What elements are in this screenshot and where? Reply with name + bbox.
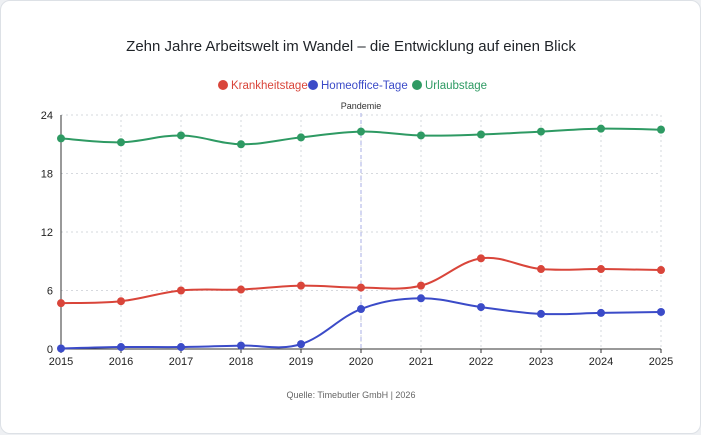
data-point-homeoffice-tage <box>117 343 125 352</box>
data-point-urlaubstage <box>657 125 665 134</box>
legend-marker-homeoffice <box>308 80 318 90</box>
data-point-krankheitstage <box>237 285 245 294</box>
y-tick-label: 18 <box>41 169 53 181</box>
x-tick-label: 2021 <box>409 356 433 368</box>
y-tick-label: 0 <box>47 344 53 356</box>
x-tick-label: 2016 <box>109 356 133 368</box>
data-point-homeoffice-tage <box>537 309 545 318</box>
x-tick-label: 2017 <box>169 356 193 368</box>
data-point-krankheitstage <box>297 281 305 290</box>
data-point-homeoffice-tage <box>357 305 365 314</box>
data-point-homeoffice-tage <box>177 343 185 352</box>
data-point-homeoffice-tage <box>237 341 245 350</box>
x-tick-label: 2023 <box>529 356 553 368</box>
data-point-urlaubstage <box>237 140 245 149</box>
data-point-krankheitstage <box>177 286 185 295</box>
data-point-krankheitstage <box>117 297 125 306</box>
legend-label-homeoffice[interactable]: Homeoffice-Tage <box>321 80 408 92</box>
data-point-krankheitstage <box>537 265 545 274</box>
y-tick-label: 12 <box>41 227 53 239</box>
data-point-homeoffice-tage <box>477 303 485 312</box>
y-tick-label: 6 <box>47 286 53 298</box>
data-point-urlaubstage <box>417 131 425 140</box>
y-tick-label: 24 <box>41 110 53 122</box>
axes: 0 6 12 18 24 2015 2016 2017 2018 2019 2020 2021 2022… <box>41 110 673 368</box>
data-point-homeoffice-tage <box>57 344 65 353</box>
x-tick-label: 2020 <box>349 356 373 368</box>
source-note: Quelle: Timebutler GmbH | 2026 <box>287 390 416 400</box>
data-point-urlaubstage <box>357 127 365 136</box>
x-tick-label: 2024 <box>589 356 613 368</box>
data-point-urlaubstage <box>57 134 65 143</box>
annotation-label: Pandemie <box>341 101 382 111</box>
x-tick-label: 2018 <box>229 356 253 368</box>
x-tick-label: 2022 <box>469 356 493 368</box>
data-point-homeoffice-tage <box>297 340 305 349</box>
x-tick-label: 2025 <box>649 356 673 368</box>
legend-label-urlaubstage[interactable]: Urlaubstage <box>425 80 487 92</box>
data-point-urlaubstage <box>297 133 305 142</box>
data-point-krankheitstage <box>357 283 365 292</box>
data-point-homeoffice-tage <box>417 294 425 303</box>
x-tick-label: 2015 <box>49 356 73 368</box>
data-point-krankheitstage <box>597 265 605 274</box>
data-point-urlaubstage <box>477 130 485 139</box>
data-point-krankheitstage <box>57 299 65 308</box>
data-point-krankheitstage <box>657 266 665 275</box>
data-point-homeoffice-tage <box>597 308 605 317</box>
chart-title: Zehn Jahre Arbeitswelt im Wandel – die E… <box>126 38 576 55</box>
data-point-urlaubstage <box>177 131 185 140</box>
legend: Krankheitstage Homeoffice-Tage Urlaubsta… <box>218 80 487 92</box>
data-point-urlaubstage <box>537 127 545 136</box>
x-tick-label: 2019 <box>289 356 313 368</box>
series-points <box>57 124 665 353</box>
data-point-urlaubstage <box>597 124 605 133</box>
data-point-urlaubstage <box>117 138 125 147</box>
legend-marker-urlaubstage <box>412 80 422 90</box>
legend-label-krankheitstage[interactable]: Krankheitstage <box>231 80 308 92</box>
data-point-krankheitstage <box>417 281 425 290</box>
legend-marker-krankheitstage <box>218 80 228 90</box>
data-point-homeoffice-tage <box>657 307 665 316</box>
data-point-krankheitstage <box>477 254 485 263</box>
